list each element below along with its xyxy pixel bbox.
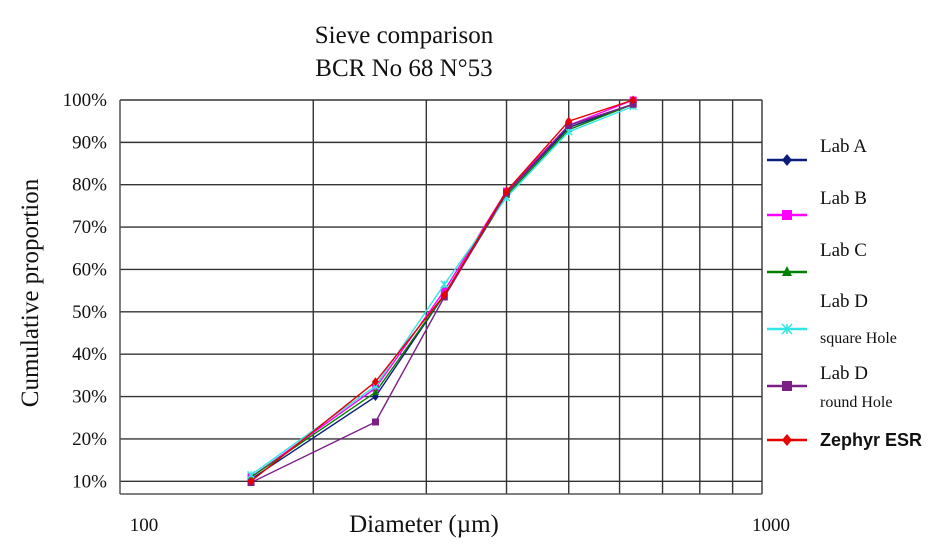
data-point: [247, 476, 255, 486]
legend-item: Lab D square Hole: [767, 291, 897, 347]
data-point: [371, 377, 379, 387]
data-point: [440, 280, 449, 289]
x-tick-label: 1000: [752, 515, 790, 536]
legend-label: Lab C: [820, 240, 867, 261]
axes: [119, 100, 762, 495]
x-tick-label: 100: [130, 515, 159, 536]
series-line: [250, 99, 634, 482]
legend-sublabel: square Hole: [820, 330, 897, 347]
data-point: [565, 116, 573, 126]
legend-label: Lab B: [820, 188, 867, 209]
series-zephyr-esr: [247, 95, 637, 486]
y-tick-label: 100%: [63, 90, 108, 111]
legend-item: Zephyr ESR: [767, 430, 922, 450]
data-point: [782, 154, 792, 166]
data-point: [782, 381, 792, 391]
x-axis-label: Diameter (µm): [349, 511, 499, 538]
y-tick-label: 80%: [72, 175, 107, 196]
legend-item: Lab A: [767, 136, 867, 166]
chart-title: Sieve comparison: [315, 22, 494, 49]
legend-label: Zephyr ESR: [820, 430, 922, 450]
legend-label: Lab D: [820, 363, 868, 384]
grid: [120, 99, 763, 494]
y-tick-label: 20%: [72, 429, 107, 450]
data-point: [782, 210, 792, 220]
legend-item: Lab C: [767, 240, 867, 276]
legend-label: Lab A: [820, 136, 867, 157]
series-line: [250, 103, 634, 484]
series-line: [250, 105, 634, 476]
x-tick-labels: 100 1000: [130, 515, 790, 536]
y-tick-labels: 10% 20% 30% 40% 50% 60% 70% 80% 90% 100%: [63, 90, 108, 492]
y-tick-label: 10%: [72, 471, 107, 492]
legend-item: Lab D round Hole: [767, 363, 892, 411]
y-tick-label: 50%: [72, 302, 107, 323]
legend-sublabel: round Hole: [820, 394, 892, 411]
y-tick-label: 40%: [72, 344, 107, 365]
data-point: [503, 186, 511, 196]
y-tick-label: 70%: [72, 217, 107, 238]
data-point: [371, 418, 379, 426]
data-point: [781, 323, 793, 335]
y-tick-label: 60%: [72, 259, 107, 280]
data-point: [371, 387, 379, 395]
data-point: [564, 127, 573, 136]
data-point: [440, 290, 448, 300]
chart-subtitle: BCR No 68 N°53: [315, 55, 492, 82]
series-lines: [247, 95, 638, 487]
y-axis-label: Cumulative proportion: [17, 178, 44, 407]
y-tick-label: 90%: [72, 132, 107, 153]
y-tick-label: 30%: [72, 387, 107, 408]
legend: Lab A Lab B Lab C Lab D square Hole Lab D roun…: [767, 136, 922, 450]
data-point: [782, 434, 792, 446]
data-point: [782, 266, 792, 276]
legend-item: Lab B: [767, 188, 867, 220]
data-point: [629, 95, 637, 105]
legend-label: Lab D: [820, 291, 868, 312]
